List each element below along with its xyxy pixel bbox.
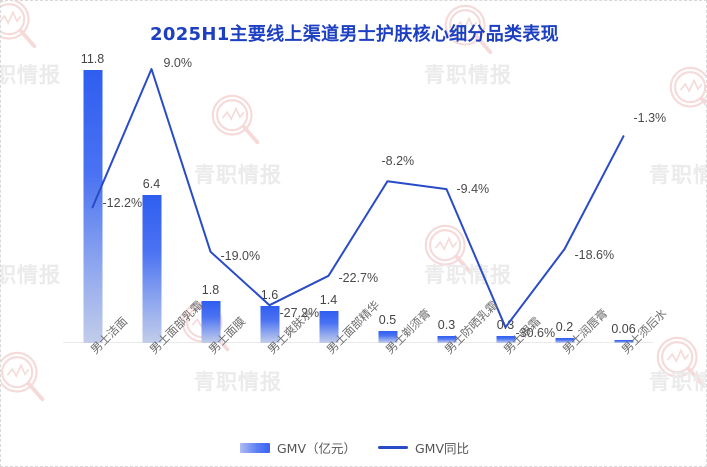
bar[interactable] xyxy=(260,305,279,343)
bar-value-label: 1.6 xyxy=(260,287,279,302)
magnifier-chart-logo-icon xyxy=(664,61,706,123)
legend-line-swatch-icon xyxy=(378,446,408,449)
bar-value-label: 0.5 xyxy=(378,313,397,328)
bar[interactable] xyxy=(319,310,338,343)
bar-value-label: 0.3 xyxy=(437,318,456,333)
line-value-label: -19.0% xyxy=(220,248,261,263)
line-value-label: -18.6% xyxy=(574,248,615,263)
bar-column[interactable]: 0.5 xyxy=(358,56,417,343)
line-value-label: -22.7% xyxy=(338,270,379,285)
bar-value-label: 0.2 xyxy=(555,320,574,335)
line-value-label: -8.2% xyxy=(381,154,415,169)
bar-value-label: 1.8 xyxy=(201,283,220,298)
bar[interactable] xyxy=(142,194,161,343)
x-axis-labels: 男士洁面 男士面部乳霜 男士面膜 男士爽肤水 男士面部精华 男士剃须膏 男士防晒乳霜 男士眼霜… xyxy=(63,298,669,426)
watermark-text: 青职情报 xyxy=(1,63,61,87)
magnifier-chart-logo-icon xyxy=(1,346,53,408)
bar-column[interactable]: 0.06 xyxy=(594,56,653,343)
legend-bar-swatch-icon xyxy=(239,442,270,453)
bar-column[interactable]: 0.2 xyxy=(535,56,594,343)
legend-item-gmv[interactable]: GMV（亿元） xyxy=(239,438,356,457)
bar-column[interactable]: 6.4 xyxy=(122,56,181,343)
watermark-text: 青职情报 xyxy=(1,263,61,287)
line-value-label: -27.2% xyxy=(279,306,320,321)
legend-item-label: GMV同比 xyxy=(415,441,470,456)
bar-value-label: 11.8 xyxy=(80,51,105,66)
line-value-label: -12.2% xyxy=(102,196,143,211)
line-value-label: -1.3% xyxy=(633,111,667,126)
line-value-label: -30.6% xyxy=(515,326,556,341)
bar[interactable] xyxy=(555,338,574,343)
bar[interactable] xyxy=(614,340,633,343)
bar[interactable] xyxy=(437,336,456,343)
plot-area: 11.8 6.4 1.8 1.6 1.4 0.5 0.3 0.3 0.2 0.06 -12.2% 9… xyxy=(63,52,666,343)
x-axis-line xyxy=(63,342,653,343)
bar[interactable] xyxy=(496,336,515,343)
bar-column[interactable]: 1.6 xyxy=(240,56,299,343)
bar-column[interactable]: 1.4 xyxy=(299,56,358,343)
watermark-text: 青职情报 xyxy=(649,163,706,187)
line-value-label: 9.0% xyxy=(163,56,193,71)
bar-value-label: 0.06 xyxy=(611,322,636,336)
bar[interactable] xyxy=(378,331,397,343)
bar-column[interactable]: 0.3 xyxy=(417,56,476,343)
bar-value-label: 6.4 xyxy=(142,176,161,191)
legend-item-gmv-yoy[interactable]: GMV同比 xyxy=(378,438,469,457)
chart-title: 2025H1主要线上渠道男士护肤核心细分品类表现 xyxy=(150,24,559,45)
magnifier-chart-logo-icon xyxy=(651,331,706,393)
line-value-label: -9.4% xyxy=(456,182,490,197)
watermark-text: 青职情报 xyxy=(649,370,706,394)
legend-item-label: GMV（亿元） xyxy=(276,441,356,456)
bar-value-label: 1.4 xyxy=(319,292,338,307)
line-series xyxy=(91,68,625,329)
chart-legend: GMV（亿元） GMV同比 xyxy=(1,438,706,457)
